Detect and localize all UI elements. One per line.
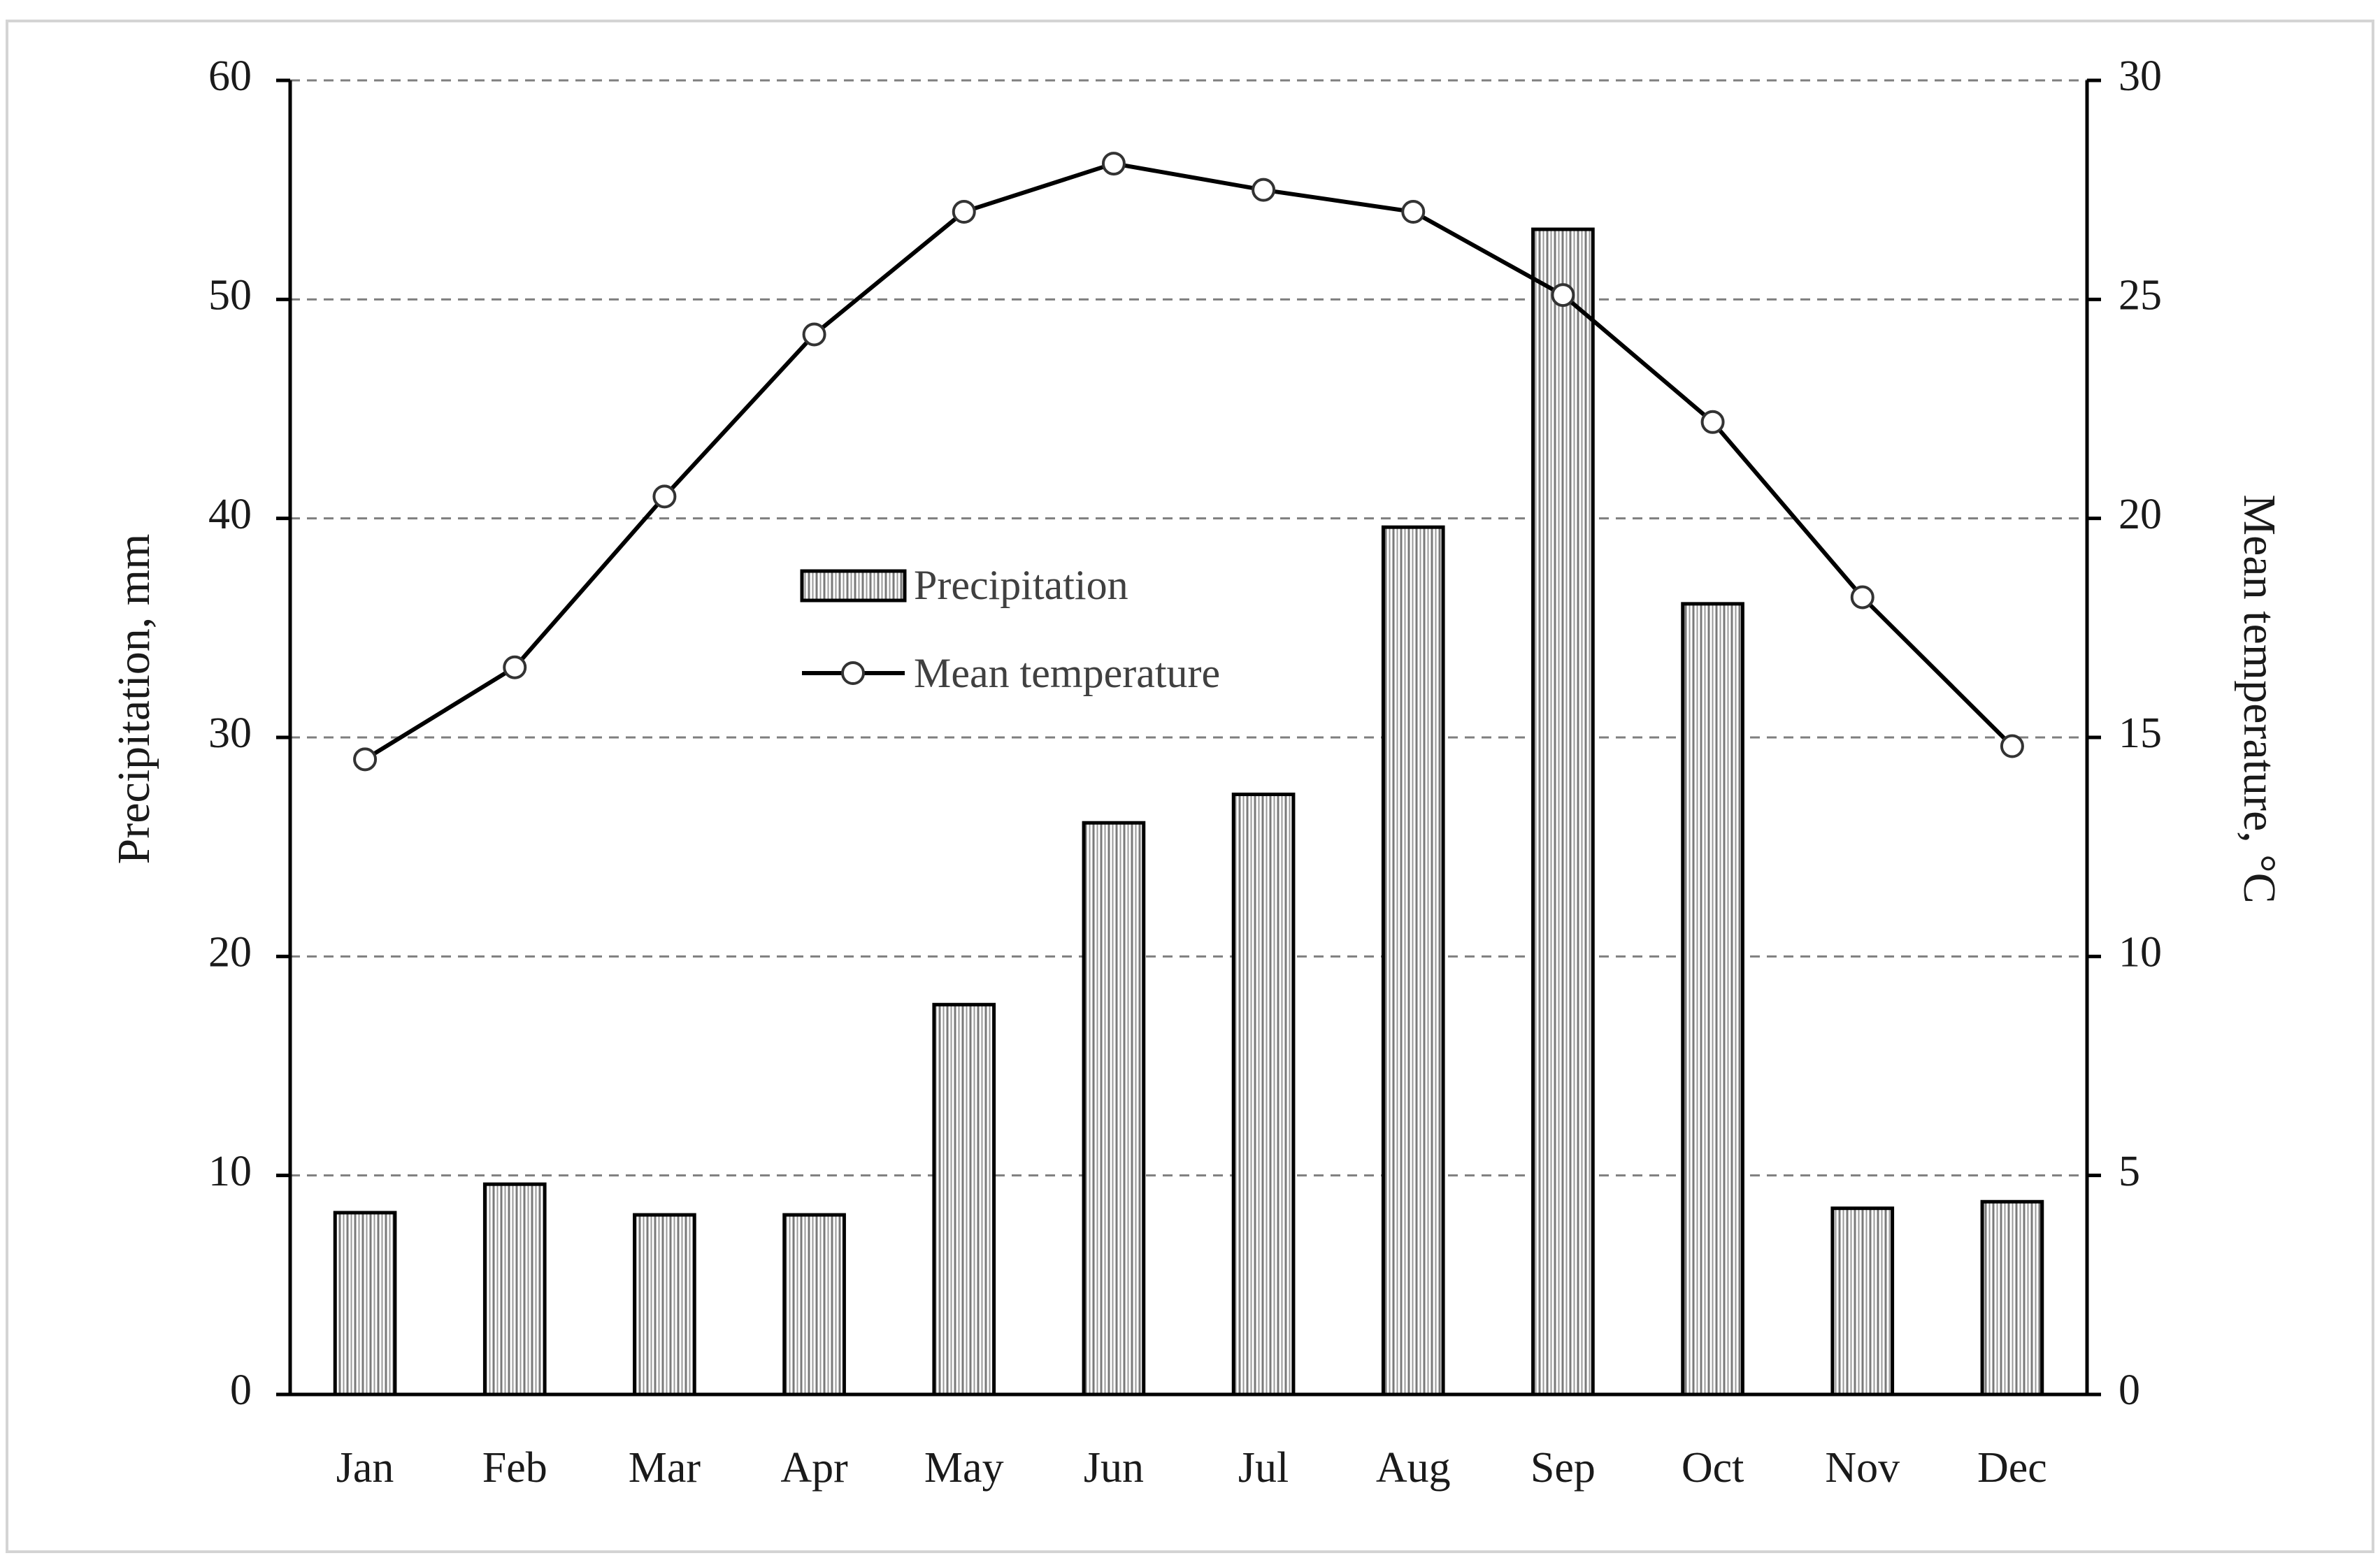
legend-precipitation-swatch <box>800 569 907 603</box>
x-tick-label-feb: Feb <box>482 1444 547 1492</box>
left-tick-label-50: 50 <box>208 272 252 319</box>
right-tick-label-5: 5 <box>2119 1148 2140 1195</box>
bar-jul <box>1231 792 1296 1397</box>
temperature-point-jan <box>353 747 378 772</box>
temperature-point-jun <box>1101 152 1126 176</box>
temperature-point-nov <box>1850 585 1874 610</box>
chart-frame <box>6 20 2374 1553</box>
temperature-line <box>364 161 2014 761</box>
x-tick-label-dec: Dec <box>1977 1444 2047 1492</box>
right-tick-label-25: 25 <box>2119 272 2162 319</box>
legend-precipitation-label: Precipitation <box>914 562 1128 608</box>
legend: Precipitation Mean temperature <box>800 562 1220 696</box>
x-tick-labels: Jan Feb Mar Apr May Jun Jul Aug Sep Oct Nov Dec <box>336 1444 2047 1492</box>
temperature-point-oct <box>1700 410 1725 434</box>
right-tick-label-0: 0 <box>2119 1366 2140 1414</box>
temperature-series <box>353 152 2024 772</box>
y2-axis-title: Mean temperature, °C <box>2234 494 2285 903</box>
temperature-point-sep <box>1551 283 1575 308</box>
temperature-point-aug <box>1401 200 1426 224</box>
temperature-point-feb <box>503 655 527 679</box>
bar-mar <box>633 1213 696 1397</box>
bar-feb <box>482 1182 547 1397</box>
x-tick-label-apr: Apr <box>780 1444 848 1492</box>
right-tick-label-30: 30 <box>2119 52 2162 100</box>
left-tick-label-0: 0 <box>230 1366 252 1414</box>
precipitation-bars <box>333 227 2044 1397</box>
temperature-point-dec <box>2000 734 2024 758</box>
left-y-ticks: 0 10 20 30 40 50 60 <box>208 52 290 1414</box>
x-tick-label-may: May <box>924 1444 1004 1492</box>
bar-aug <box>1381 525 1445 1397</box>
bar-nov <box>1830 1206 1895 1397</box>
bar-jun <box>1082 821 1146 1397</box>
right-tick-label-20: 20 <box>2119 491 2162 538</box>
bar-may <box>932 1002 996 1397</box>
left-tick-label-30: 30 <box>208 709 252 757</box>
bar-sep <box>1531 227 1595 1397</box>
bar-dec <box>1980 1199 2044 1397</box>
left-tick-label-40: 40 <box>208 491 252 538</box>
right-tick-label-10: 10 <box>2119 929 2162 976</box>
x-tick-label-jan: Jan <box>336 1444 394 1492</box>
x-tick-label-oct: Oct <box>1682 1444 1744 1492</box>
grid-lines <box>290 79 2087 1177</box>
left-tick-label-20: 20 <box>208 929 252 976</box>
right-tick-label-15: 15 <box>2119 709 2162 757</box>
left-tick-label-10: 10 <box>208 1148 252 1195</box>
bar-jan <box>333 1211 397 1397</box>
temperature-point-may <box>952 200 976 224</box>
bar-apr <box>782 1213 846 1397</box>
right-y-ticks: 0 5 10 15 20 25 30 <box>2087 52 2162 1414</box>
x-tick-label-jun: Jun <box>1084 1444 1144 1492</box>
temperature-point-apr <box>802 322 826 347</box>
x-tick-label-aug: Aug <box>1376 1444 1451 1492</box>
x-tick-label-sep: Sep <box>1530 1444 1596 1492</box>
temperature-point-mar <box>652 484 677 509</box>
bar-oct <box>1681 602 1744 1397</box>
temperature-point-jul <box>1252 178 1276 202</box>
legend-temperature-marker <box>841 661 865 685</box>
left-tick-label-60: 60 <box>208 52 252 100</box>
y-axis-title: Precipitation, mm <box>108 534 159 865</box>
x-tick-label-jul: Jul <box>1238 1444 1289 1492</box>
x-tick-label-mar: Mar <box>629 1444 701 1492</box>
x-tick-label-nov: Nov <box>1825 1444 1900 1492</box>
legend-temperature-label: Mean temperature <box>914 650 1220 696</box>
